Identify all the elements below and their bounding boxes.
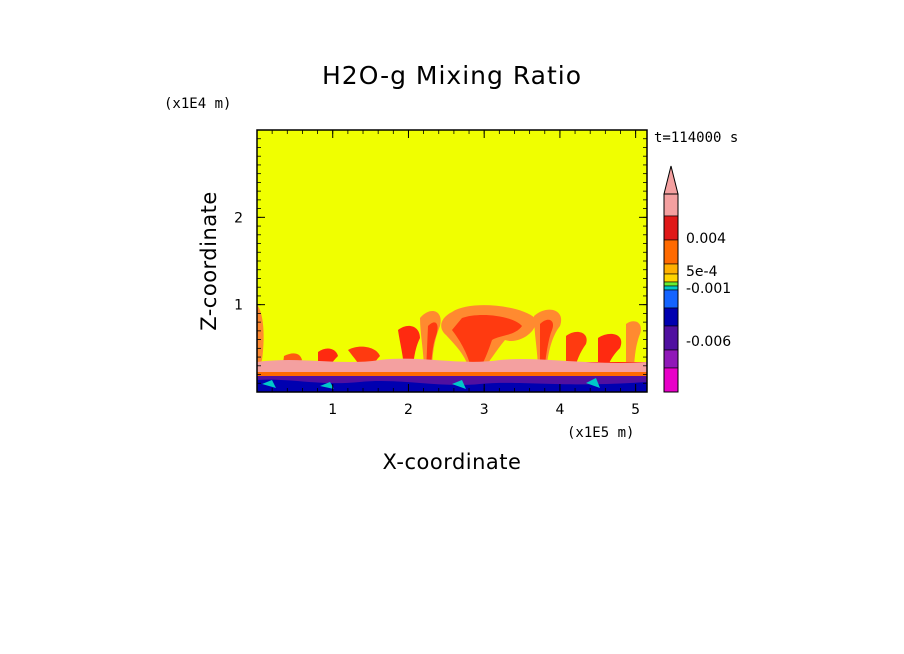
plot-area bbox=[256, 129, 648, 393]
y-tick-label: 1 bbox=[234, 298, 243, 314]
colorbar-cell bbox=[663, 307, 679, 327]
y-scale-label: (x1E4 m) bbox=[164, 96, 231, 112]
x-tick-label: 3 bbox=[480, 402, 489, 418]
x-tick-label: 4 bbox=[555, 402, 564, 418]
colorbar-frame bbox=[663, 193, 679, 393]
x-axis-label: X-coordinate bbox=[383, 450, 522, 474]
y-axis-label: Z-coordinate bbox=[197, 191, 221, 331]
colorbar-label-m0001: -0.001 bbox=[686, 281, 731, 297]
x-tick-label: 5 bbox=[631, 402, 640, 418]
x-tick-label: 1 bbox=[328, 402, 337, 418]
colorbar-label-0004: 0.004 bbox=[686, 231, 726, 247]
colorbar-cell bbox=[663, 367, 679, 393]
colorbar-cell bbox=[663, 193, 679, 217]
colorbar-label-5e-4: 5e-4 bbox=[686, 264, 718, 280]
minor-ticks bbox=[257, 130, 647, 392]
colorbar-cell bbox=[663, 285, 679, 291]
colorbar bbox=[663, 165, 679, 393]
colorbar-cell bbox=[663, 325, 679, 351]
colorbar-cell bbox=[663, 349, 679, 369]
x-tick-label: 2 bbox=[404, 402, 413, 418]
colorbar-cell bbox=[663, 263, 679, 275]
time-label: t=114000 s bbox=[654, 130, 738, 146]
x-scale-label: (x1E5 m) bbox=[567, 425, 634, 441]
colorbar-cell bbox=[663, 281, 679, 287]
colorbar-cell bbox=[663, 239, 679, 265]
chart-title: H2O-g Mixing Ratio bbox=[322, 61, 582, 90]
colorbar-cell bbox=[663, 215, 679, 241]
y-tick-label: 2 bbox=[234, 210, 243, 226]
plot-background bbox=[257, 130, 647, 392]
colorbar-cell bbox=[663, 273, 679, 283]
colorbar-label-m0006: -0.006 bbox=[686, 334, 731, 350]
colorbar-arrow bbox=[663, 165, 679, 195]
colorbar-cell bbox=[663, 289, 679, 309]
